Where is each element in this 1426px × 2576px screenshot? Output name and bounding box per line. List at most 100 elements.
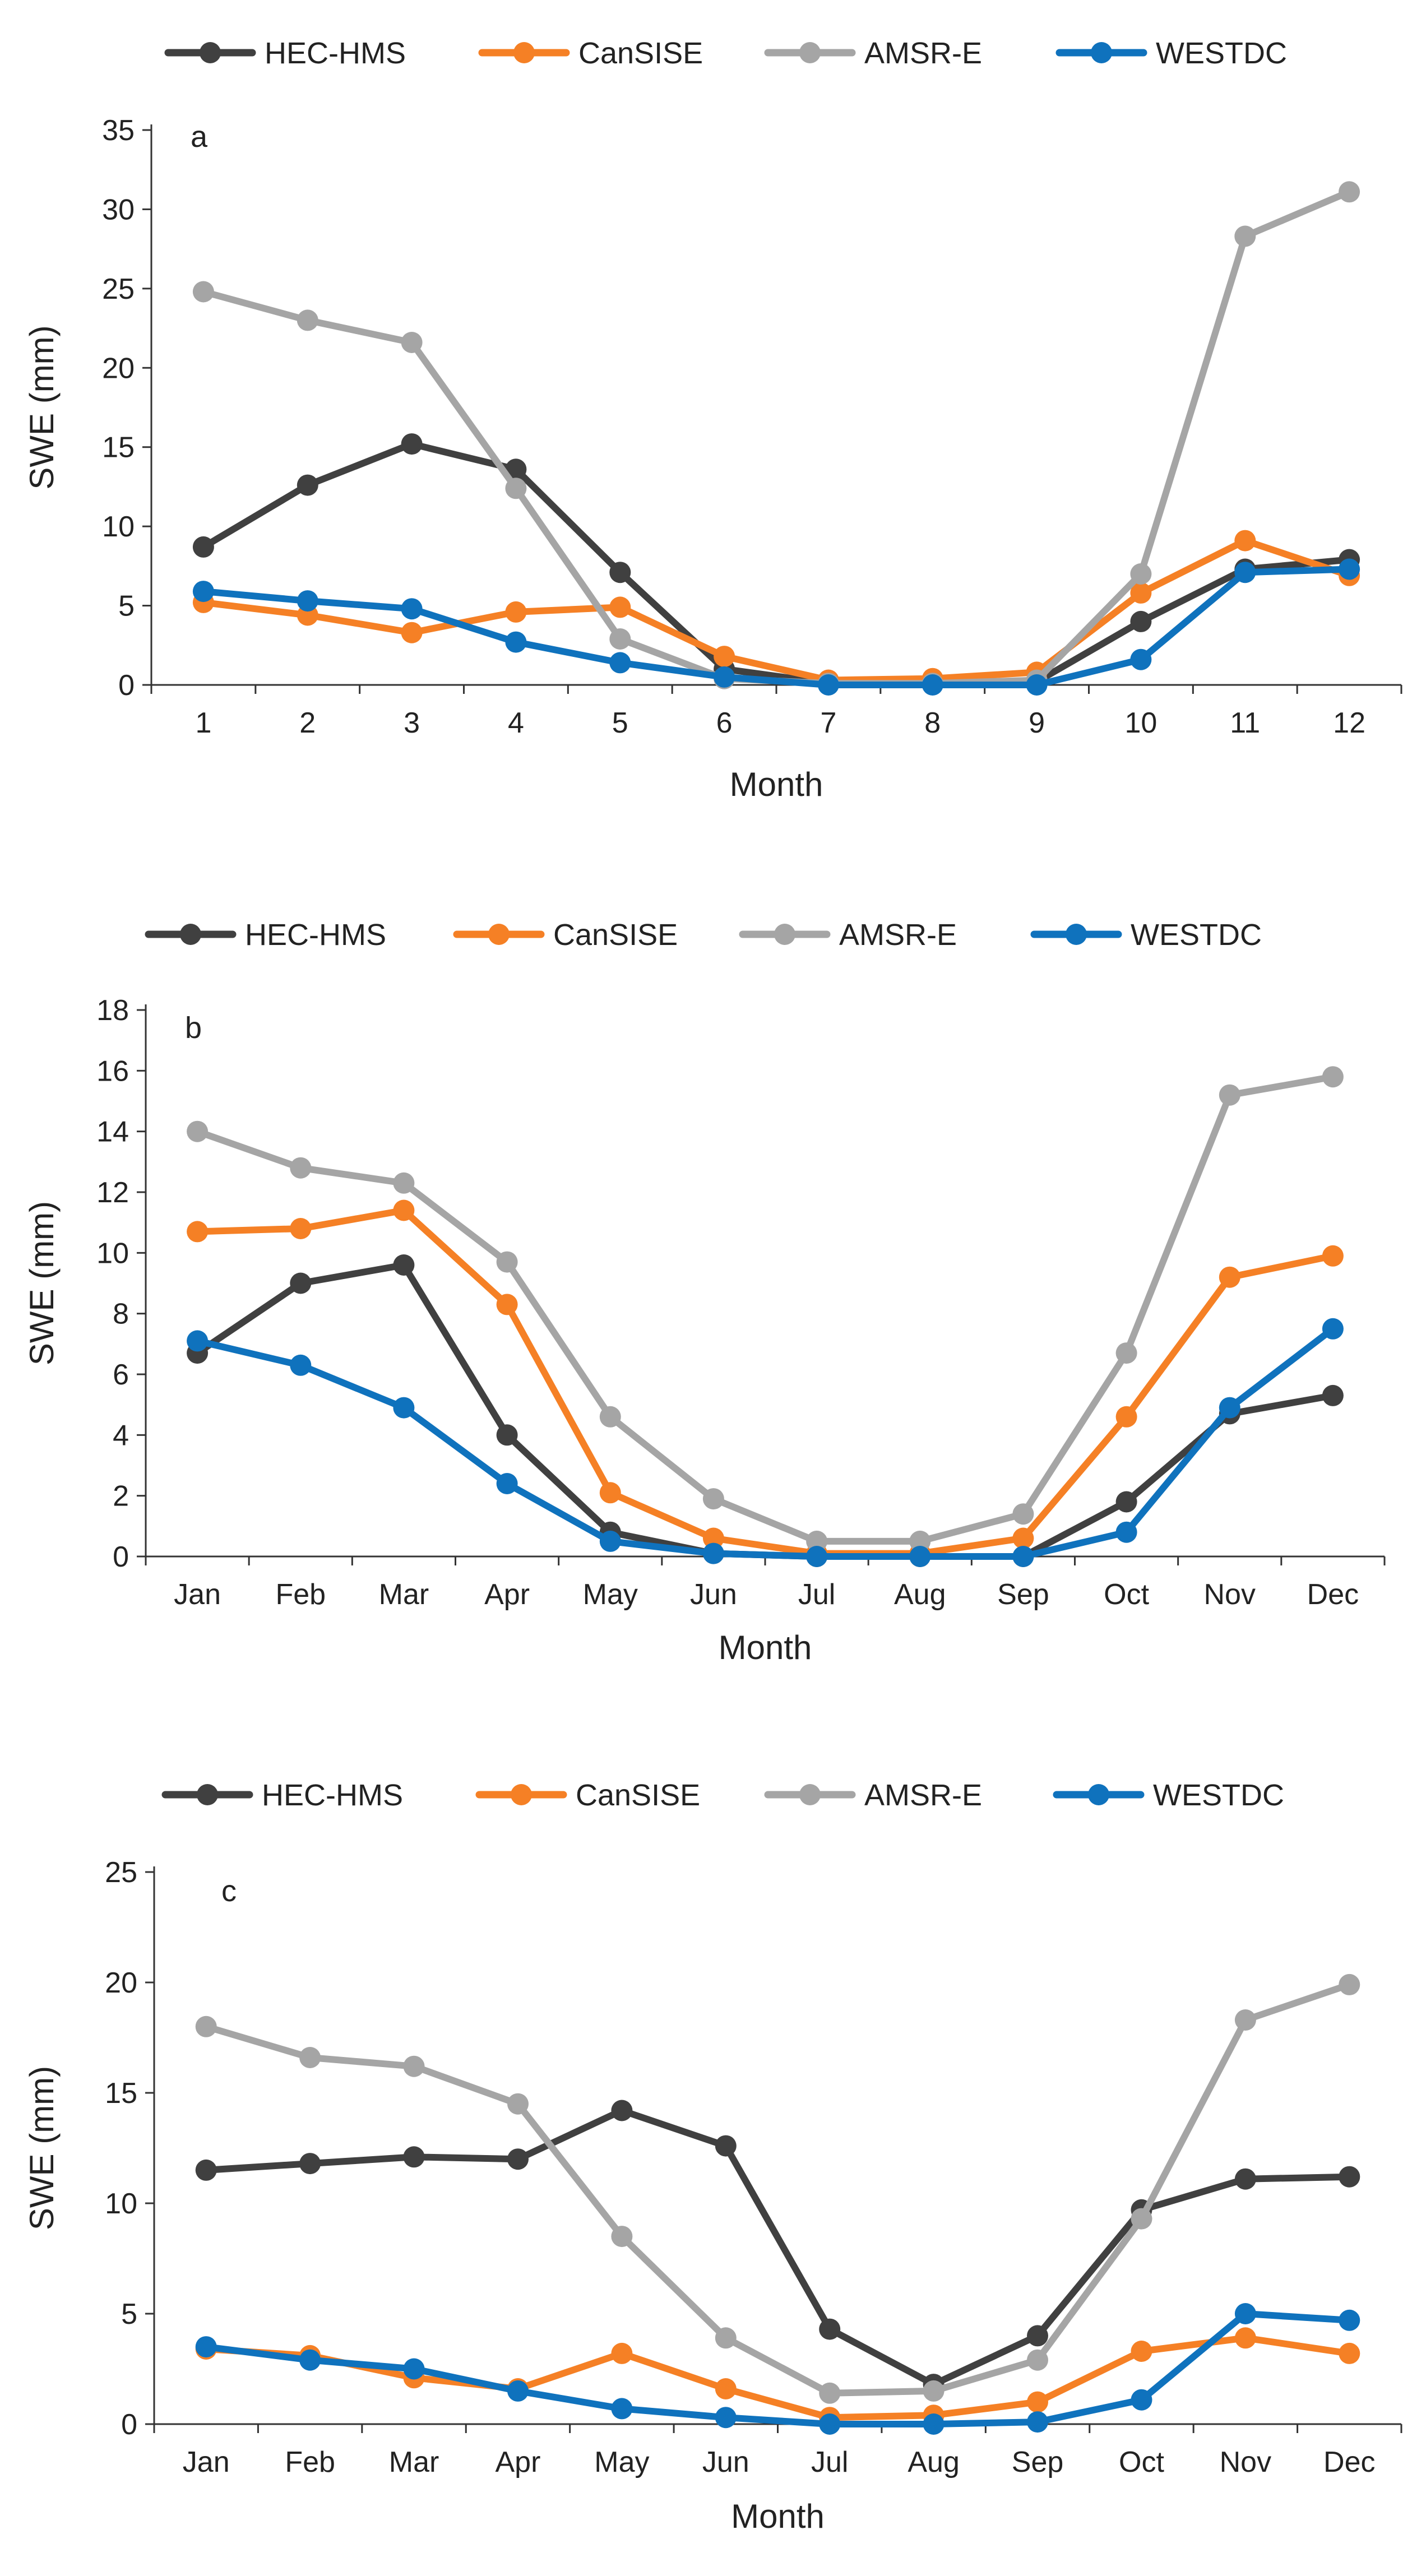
y-tick-label: 25 — [102, 273, 135, 305]
series-line — [194, 1262, 1336, 1560]
series-line — [202, 2107, 1353, 2388]
data-point — [505, 458, 527, 480]
data-point — [496, 1294, 518, 1315]
x-tick-label: Jan — [183, 2446, 230, 2478]
data-point — [1131, 2389, 1152, 2411]
x-tick-label: Aug — [894, 1578, 946, 1611]
x-tick-label: Jun — [702, 2446, 749, 2478]
data-point — [505, 478, 527, 499]
series-line — [202, 1981, 1353, 2397]
x-tick-label: Mar — [389, 2446, 439, 2478]
y-tick-label: 0 — [118, 669, 135, 702]
data-point — [611, 2342, 633, 2364]
x-axis-title: Month — [730, 766, 823, 803]
x-tick-label: Dec — [1323, 2446, 1375, 2478]
data-point — [1115, 1521, 1137, 1543]
data-point — [819, 2318, 841, 2340]
legend-item-westdc: WESTDC — [1053, 1778, 1284, 1812]
data-point — [1339, 2342, 1360, 2364]
data-point — [909, 1546, 931, 1567]
data-point — [299, 2047, 321, 2068]
legend-marker — [513, 42, 535, 63]
y-tick-label: 2 — [113, 1480, 129, 1513]
y-axis-title: SWE (mm) — [23, 325, 61, 489]
series-westdc — [187, 1318, 1344, 1567]
legend-marker — [511, 1784, 532, 1805]
x-tick-label: 10 — [1124, 707, 1157, 739]
data-point — [923, 2413, 945, 2435]
data-point — [1027, 2411, 1048, 2433]
series-hec-hms — [192, 433, 1360, 694]
y-tick-label: 35 — [102, 114, 135, 147]
data-point — [817, 674, 839, 696]
data-point — [609, 628, 631, 650]
data-point — [187, 1221, 209, 1243]
data-point — [806, 1546, 828, 1567]
legend-label: AMSR-E — [864, 1778, 982, 1812]
legend-marker — [488, 924, 510, 945]
data-point — [1339, 1973, 1360, 1995]
data-point — [187, 1330, 209, 1352]
data-point — [1027, 2325, 1048, 2347]
x-tick-label: Feb — [275, 1578, 326, 1611]
legend-item-cansise: CanSISE — [475, 1778, 700, 1812]
legend-label: AMSR-E — [864, 36, 982, 70]
legend-marker — [1066, 924, 1087, 945]
data-point — [1339, 2309, 1360, 2331]
data-point — [393, 1397, 415, 1419]
data-point — [403, 2358, 425, 2380]
data-point — [1234, 530, 1256, 552]
x-tick-label: Jun — [690, 1578, 737, 1611]
data-point — [909, 1530, 931, 1552]
x-tick-label: 3 — [404, 707, 420, 739]
legend-marker — [197, 1784, 218, 1805]
x-tick-label: Jan — [174, 1578, 221, 1611]
data-point — [1339, 558, 1360, 580]
series-westdc — [192, 558, 1360, 696]
data-point — [1130, 563, 1152, 585]
data-point — [715, 2407, 737, 2429]
series-line — [202, 2334, 1353, 2421]
data-point — [192, 581, 214, 603]
data-point — [496, 1251, 518, 1273]
data-point — [819, 2413, 841, 2435]
data-point — [401, 598, 423, 620]
data-point — [702, 1488, 724, 1510]
series-amsr-e — [195, 1973, 1360, 2404]
series-westdc — [195, 2303, 1360, 2435]
x-axis-title: Month — [731, 2498, 825, 2535]
x-tick-label: 1 — [195, 707, 211, 739]
legend-label: WESTDC — [1153, 1778, 1284, 1812]
data-point — [806, 1530, 828, 1552]
y-tick-label: 10 — [96, 1237, 129, 1270]
data-point — [922, 674, 943, 696]
panel-label: a — [191, 120, 208, 154]
series-line — [200, 537, 1353, 684]
series-line — [200, 441, 1353, 687]
panel-label: b — [185, 1011, 202, 1045]
y-tick-label: 6 — [113, 1359, 129, 1391]
y-tick-label: 18 — [96, 994, 129, 1027]
y-tick-label: 12 — [96, 1176, 129, 1209]
y-tick-label: 20 — [105, 1967, 137, 1999]
x-tick-label: 9 — [1029, 707, 1045, 739]
data-point — [1130, 648, 1152, 670]
data-point — [1339, 181, 1360, 203]
series-amsr-e — [187, 1066, 1344, 1552]
x-tick-label: 8 — [924, 707, 941, 739]
legend-marker — [1091, 42, 1112, 63]
data-point — [702, 1542, 724, 1564]
data-point — [187, 1120, 209, 1142]
data-point — [507, 2093, 529, 2115]
data-point — [290, 1218, 312, 1239]
legend-marker — [799, 1784, 821, 1805]
data-point — [1219, 1266, 1240, 1288]
data-point — [1131, 2208, 1152, 2230]
data-point — [1115, 1406, 1137, 1428]
data-point — [1322, 1245, 1344, 1267]
data-point — [1130, 610, 1152, 632]
legend-item-amsr-e: AMSR-E — [764, 1778, 982, 1812]
data-point — [611, 2398, 633, 2420]
legend-item-westdc: WESTDC — [1055, 36, 1287, 70]
